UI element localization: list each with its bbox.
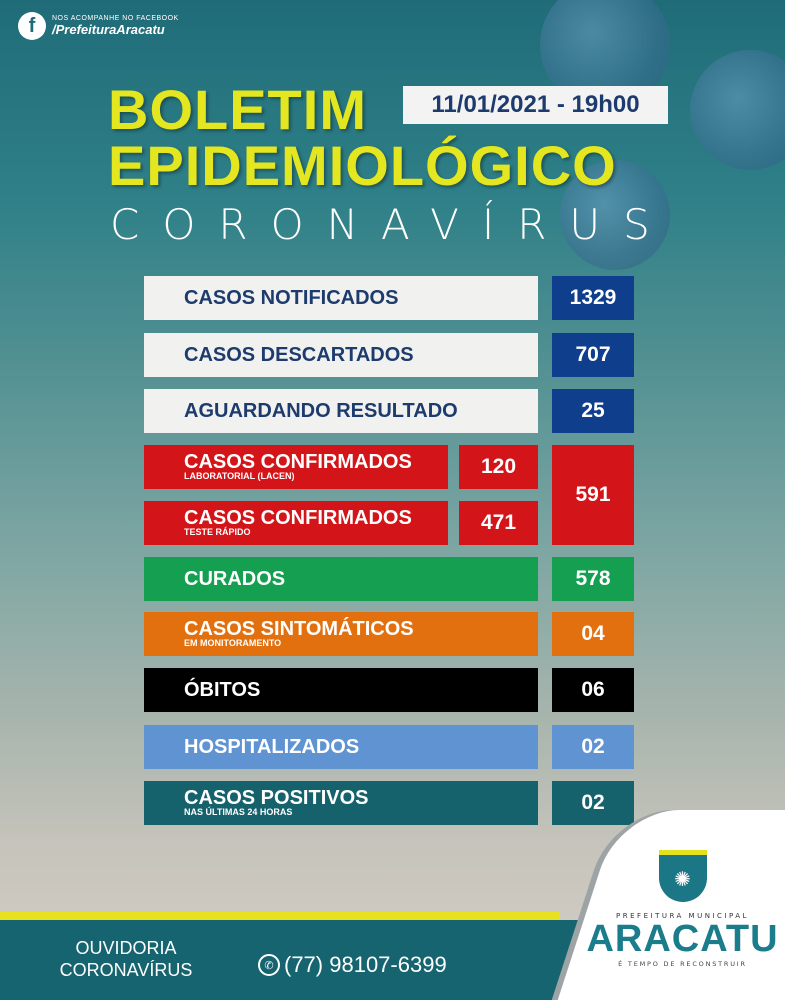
title-line-1: BOLETIM (108, 78, 367, 141)
row-positive-24h: CASOS POSITIVOS NAS ÚLTIMAS 24 HORAS (144, 781, 538, 825)
row-sublabel: LABORATORIAL (LACEN) (184, 471, 295, 482)
row-hospitalized: HOSPITALIZADOS (144, 725, 538, 769)
row-label: CASOS DESCARTADOS (184, 344, 414, 366)
row-label: HOSPITALIZADOS (184, 736, 360, 758)
logo-slogan: É TEMPO DE RECONSTRUIR (618, 959, 747, 968)
value-awaiting: 25 (552, 389, 634, 433)
row-label: CASOS SINTOMÁTICOS (184, 618, 414, 641)
value-notified: 1329 (552, 276, 634, 320)
row-discarded: CASOS DESCARTADOS (144, 333, 538, 377)
row-notified: CASOS NOTIFICADOS (144, 276, 538, 320)
municipal-logo: ✺ PREFEITURA MUNICIPAL ARACATU É TEMPO D… (585, 850, 780, 968)
virus-illustration (560, 160, 670, 270)
value-confirmed-lab: 120 (459, 445, 538, 489)
value-deaths: 06 (552, 668, 634, 712)
row-sublabel: EM MONITORAMENTO (184, 638, 282, 649)
ouvidoria-line-1: OUVIDORIA (75, 938, 177, 958)
row-label: AGUARDANDO RESULTADO (184, 400, 458, 422)
row-label: CASOS CONFIRMADOS (184, 507, 412, 530)
value-positive-24h: 02 (552, 781, 634, 825)
value-confirmed-total: 591 (552, 445, 634, 545)
whatsapp-icon: ✆ (258, 954, 280, 976)
value-discarded: 707 (552, 333, 634, 377)
row-awaiting: AGUARDANDO RESULTADO (144, 389, 538, 433)
facebook-icon: f (18, 12, 46, 40)
row-label: CURADOS (184, 568, 286, 590)
date-badge: 11/01/2021 - 19h00 (403, 86, 668, 124)
yellow-divider (0, 912, 560, 920)
row-sublabel: TESTE RÁPIDO (184, 527, 251, 538)
row-cured: CURADOS (144, 557, 538, 601)
value-confirmed-rapid: 471 (459, 501, 538, 545)
value-cured: 578 (552, 557, 634, 601)
ouvidoria-line-2: CORONAVÍRUS (59, 959, 193, 980)
phone-number: (77) 98107-6399 (284, 952, 447, 977)
row-confirmed-rapid: CASOS CONFIRMADOS TESTE RÁPIDO (144, 501, 448, 545)
facebook-handle: /PrefeituraAracatu (52, 22, 165, 37)
value-symptomatic: 04 (552, 612, 634, 656)
subtitle: CORONAVÍRUS (110, 200, 673, 249)
row-label: CASOS CONFIRMADOS (184, 451, 412, 474)
facebook-caption: NOS ACOMPANHE NO FACEBOOK (52, 15, 179, 22)
row-symptomatic: CASOS SINTOMÁTICOS EM MONITORAMENTO (144, 612, 538, 656)
crest-icon: ✺ (658, 850, 707, 902)
facebook-link[interactable]: f NOS ACOMPANHE NO FACEBOOK /PrefeituraA… (18, 12, 179, 40)
row-confirmed-lab: CASOS CONFIRMADOS LABORATORIAL (LACEN) (144, 445, 448, 489)
row-label: CASOS POSITIVOS (184, 787, 369, 810)
logo-caption: PREFEITURA MUNICIPAL (616, 912, 749, 920)
logo-name: ARACATU (586, 918, 779, 960)
phone-link[interactable]: ✆ (77) 98107-6399 (258, 952, 447, 978)
ouvidoria-label: OUVIDORIA CORONAVÍRUS (46, 938, 206, 981)
title-line-2: EPIDEMIOLÓGICO (108, 134, 617, 197)
row-label: CASOS NOTIFICADOS (184, 287, 399, 309)
row-sublabel: NAS ÚLTIMAS 24 HORAS (184, 807, 293, 818)
value-hospitalized: 02 (552, 725, 634, 769)
row-deaths: ÓBITOS (144, 668, 538, 712)
virus-illustration (690, 50, 785, 170)
row-label: ÓBITOS (184, 679, 261, 701)
